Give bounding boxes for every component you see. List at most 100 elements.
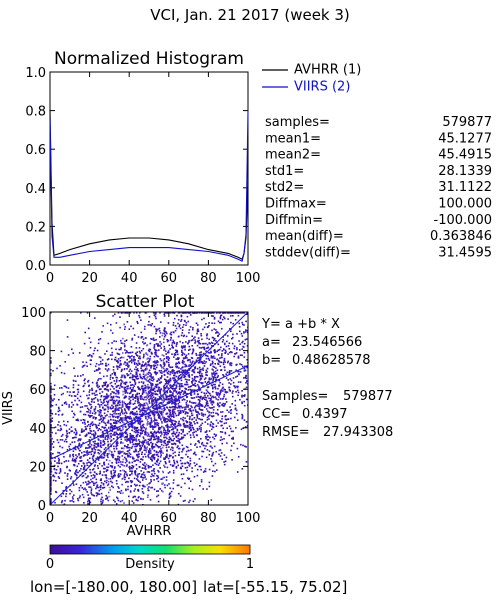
scatter-point xyxy=(224,352,227,354)
scatter-point xyxy=(150,420,153,422)
scatter-point xyxy=(68,445,70,448)
scatter-point xyxy=(159,405,161,407)
scatter-point xyxy=(134,382,137,384)
scatter-point xyxy=(148,359,151,362)
scatter-point xyxy=(56,367,58,370)
scatter-point xyxy=(100,436,102,438)
scatter-point xyxy=(131,389,133,391)
scatter-point xyxy=(142,477,145,479)
scatter-point xyxy=(233,312,235,314)
scatter-point xyxy=(137,360,140,362)
scatter-point xyxy=(125,381,128,384)
scatter-point xyxy=(128,474,131,476)
scatter-point xyxy=(135,468,138,470)
scatter-point xyxy=(137,488,140,491)
scatter-point xyxy=(116,359,119,362)
scatter-point xyxy=(169,495,172,497)
scatter-point xyxy=(84,487,86,490)
scatter-point xyxy=(245,382,247,384)
scatter-point xyxy=(93,476,96,479)
scatter-point xyxy=(65,438,67,441)
scatter-point xyxy=(104,436,106,439)
scatter-point xyxy=(69,489,71,491)
scatter-point xyxy=(130,370,133,372)
scatter-point xyxy=(105,498,107,500)
scatter-point xyxy=(167,383,169,385)
scatter-point xyxy=(168,440,171,443)
scatter-point xyxy=(180,429,183,431)
scatter-point xyxy=(181,444,184,447)
scatter-point xyxy=(94,406,97,408)
scatter-point xyxy=(199,375,202,378)
scatter-point xyxy=(159,332,162,334)
scatter-point xyxy=(132,327,135,330)
scatter-point xyxy=(180,405,183,408)
scatter-point xyxy=(150,382,152,385)
scatter-point xyxy=(142,376,145,378)
scatter-point xyxy=(123,412,125,414)
scatter-point xyxy=(158,414,161,416)
scatter-point xyxy=(175,385,178,388)
scatter-point xyxy=(128,477,130,480)
scatter-point xyxy=(148,486,150,488)
scatter-point xyxy=(150,479,152,481)
scatter-point xyxy=(123,374,125,377)
scatter-point xyxy=(101,415,103,417)
scatter-point xyxy=(110,385,113,387)
scatter-point xyxy=(171,426,173,428)
scatter-point xyxy=(201,414,203,416)
scatter-point xyxy=(203,398,206,400)
scatter-point xyxy=(185,312,188,314)
scatter-point xyxy=(230,364,233,367)
scatter-point xyxy=(222,361,225,364)
scatter-point xyxy=(133,396,136,399)
hist-xtick-label: 40 xyxy=(121,271,138,286)
scatter-point xyxy=(203,346,206,349)
scatter-point xyxy=(203,365,206,367)
scatter-point xyxy=(92,459,95,462)
scatter-point xyxy=(164,466,166,468)
scatter-point xyxy=(113,450,116,453)
scatter-point xyxy=(156,390,159,392)
scatter-point xyxy=(96,473,98,476)
scatter-point xyxy=(172,487,174,490)
scatter-point xyxy=(144,428,147,431)
scatter-point xyxy=(93,401,95,403)
scatter-point xyxy=(103,441,106,443)
scatter-point xyxy=(188,364,191,366)
scatter-point xyxy=(169,463,172,466)
scatter-point xyxy=(60,350,63,353)
scatter-point xyxy=(215,434,217,436)
scatter-point xyxy=(149,389,151,392)
scatter-point xyxy=(113,340,115,342)
scatter-point xyxy=(104,422,107,425)
scatter-point xyxy=(126,403,129,406)
scatter-point xyxy=(149,348,152,351)
scatter-point xyxy=(133,443,135,446)
scatter-point xyxy=(172,449,174,452)
scatter-point xyxy=(196,468,199,471)
scatter-point xyxy=(193,312,195,314)
scatter-point xyxy=(164,433,166,435)
scatter-point xyxy=(223,393,226,396)
scatter-point xyxy=(191,357,194,359)
scatter-point xyxy=(89,436,92,439)
scatter-point xyxy=(224,342,226,345)
scatter-point xyxy=(142,484,145,487)
scatter-point xyxy=(206,326,209,329)
scatter-point xyxy=(133,414,136,416)
scatter-point xyxy=(200,351,202,353)
scatter-point xyxy=(191,382,193,384)
scatter-point xyxy=(106,396,108,399)
scatter-point xyxy=(147,450,150,452)
scatter-point xyxy=(134,412,136,414)
scatter-point xyxy=(188,339,190,342)
scatter-point xyxy=(133,477,136,480)
scatter-point xyxy=(67,354,70,356)
scatter-point xyxy=(196,434,198,437)
scatter-point xyxy=(201,455,203,458)
scatter-point xyxy=(104,467,106,470)
scatter-point xyxy=(76,418,79,421)
scatter-point xyxy=(237,381,240,383)
scatter-point xyxy=(163,429,165,432)
